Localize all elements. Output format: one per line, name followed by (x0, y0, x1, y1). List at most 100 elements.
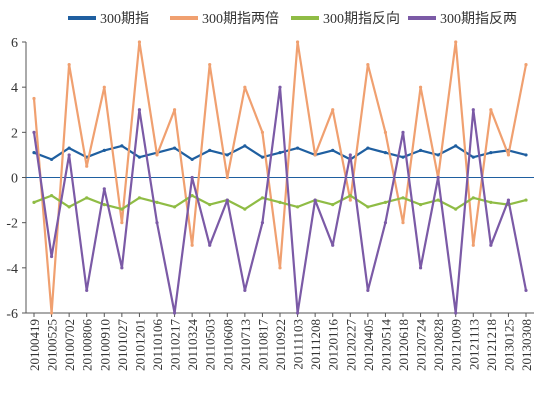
x-tick-label: 20110608 (220, 319, 235, 371)
data-point (120, 221, 124, 225)
x-axis: 20100419 20100525 20100702 20100806 20100910… (26, 312, 534, 372)
data-point (471, 155, 475, 159)
data-point (243, 144, 247, 148)
y-tick-label: 6 (11, 36, 18, 51)
legend-swatch (170, 16, 198, 20)
data-point (32, 130, 36, 134)
x-tick-label: 20120724 (414, 319, 429, 372)
data-point (137, 108, 142, 112)
x-tick-label: 20111208 (308, 319, 323, 370)
y-tick-label: -4 (6, 262, 18, 277)
x-tick-label: 20130125 (501, 319, 516, 371)
data-point (155, 221, 159, 225)
data-point (401, 130, 405, 134)
legend-label: 300期指两倍 (202, 11, 279, 27)
y-tick-label: -2 (6, 217, 18, 232)
data-point (278, 266, 282, 270)
legend-swatch (291, 16, 319, 20)
data-point (383, 200, 388, 204)
data-point (331, 243, 335, 247)
y-tick-label: 2 (11, 126, 18, 141)
data-point (366, 288, 370, 293)
data-point (208, 243, 212, 247)
data-point (225, 175, 229, 180)
x-tick-label: 20110106 (150, 319, 165, 371)
data-point (454, 40, 458, 44)
data-point (260, 196, 265, 200)
data-point (313, 153, 317, 157)
data-point (260, 155, 265, 159)
x-tick-label: 20120618 (396, 319, 411, 371)
x-tick-label: 20100525 (45, 319, 60, 371)
data-point (120, 266, 124, 270)
x-tick-label: 20121009 (449, 319, 464, 371)
x-tick-label: 20110503 (203, 319, 218, 371)
y-tick-label: 0 (11, 172, 18, 187)
data-point (49, 193, 54, 198)
data-point (260, 130, 265, 134)
legend-swatch (68, 16, 96, 20)
legend-label: 300期指反向 (323, 11, 400, 27)
data-point (190, 243, 194, 247)
data-point (49, 157, 54, 162)
data-point (331, 108, 335, 112)
data-point (102, 187, 106, 191)
data-point (436, 175, 440, 180)
legend-swatch (408, 16, 436, 20)
data-point (471, 196, 475, 200)
data-point (348, 198, 352, 202)
legend-label: 300期指反两 (440, 11, 517, 27)
x-tick-label: 20101027 (115, 319, 130, 372)
data-point (137, 196, 142, 200)
y-axis: -6 -4 -2 0 2 4 6 (6, 36, 27, 322)
data-point (348, 153, 352, 157)
data-point (366, 146, 370, 150)
data-point (524, 198, 528, 202)
data-point (436, 153, 440, 157)
data-point (524, 288, 528, 293)
data-point (383, 221, 388, 225)
data-point (120, 144, 124, 148)
data-point (366, 205, 370, 209)
data-point (454, 311, 458, 315)
x-tick-label: 20121113 (466, 319, 481, 370)
data-point (172, 146, 177, 150)
data-point (295, 311, 300, 315)
data-point (348, 193, 352, 198)
data-point (331, 203, 335, 207)
data-point (489, 243, 493, 247)
data-point (32, 96, 36, 101)
x-tick-label: 20100806 (80, 319, 95, 372)
data-point (506, 153, 511, 157)
data-point (172, 311, 177, 315)
data-point (366, 62, 370, 67)
x-tick-label: 20110217 (168, 319, 183, 371)
data-point (454, 144, 458, 148)
data-point (102, 85, 106, 89)
data-point (49, 311, 54, 315)
data-point (225, 153, 229, 157)
x-tick-label: 20110324 (185, 319, 200, 371)
data-point (208, 148, 212, 152)
data-point (120, 207, 124, 211)
x-tick-label: 20100910 (97, 319, 112, 371)
data-point (172, 108, 177, 112)
data-point (85, 288, 89, 293)
data-point (85, 196, 89, 200)
data-point (155, 153, 159, 157)
data-point (436, 198, 440, 202)
data-point (172, 205, 177, 209)
data-point (102, 148, 106, 152)
x-tick-label: 20120828 (431, 319, 446, 371)
data-point (489, 108, 493, 112)
data-point (67, 146, 71, 150)
data-point (418, 266, 423, 270)
plot-area (26, 40, 534, 315)
data-point (49, 254, 54, 259)
data-point (32, 151, 36, 155)
data-point (137, 155, 142, 159)
data-point (190, 175, 194, 180)
x-tick-label: 20101201 (132, 319, 147, 371)
data-point (524, 62, 528, 67)
